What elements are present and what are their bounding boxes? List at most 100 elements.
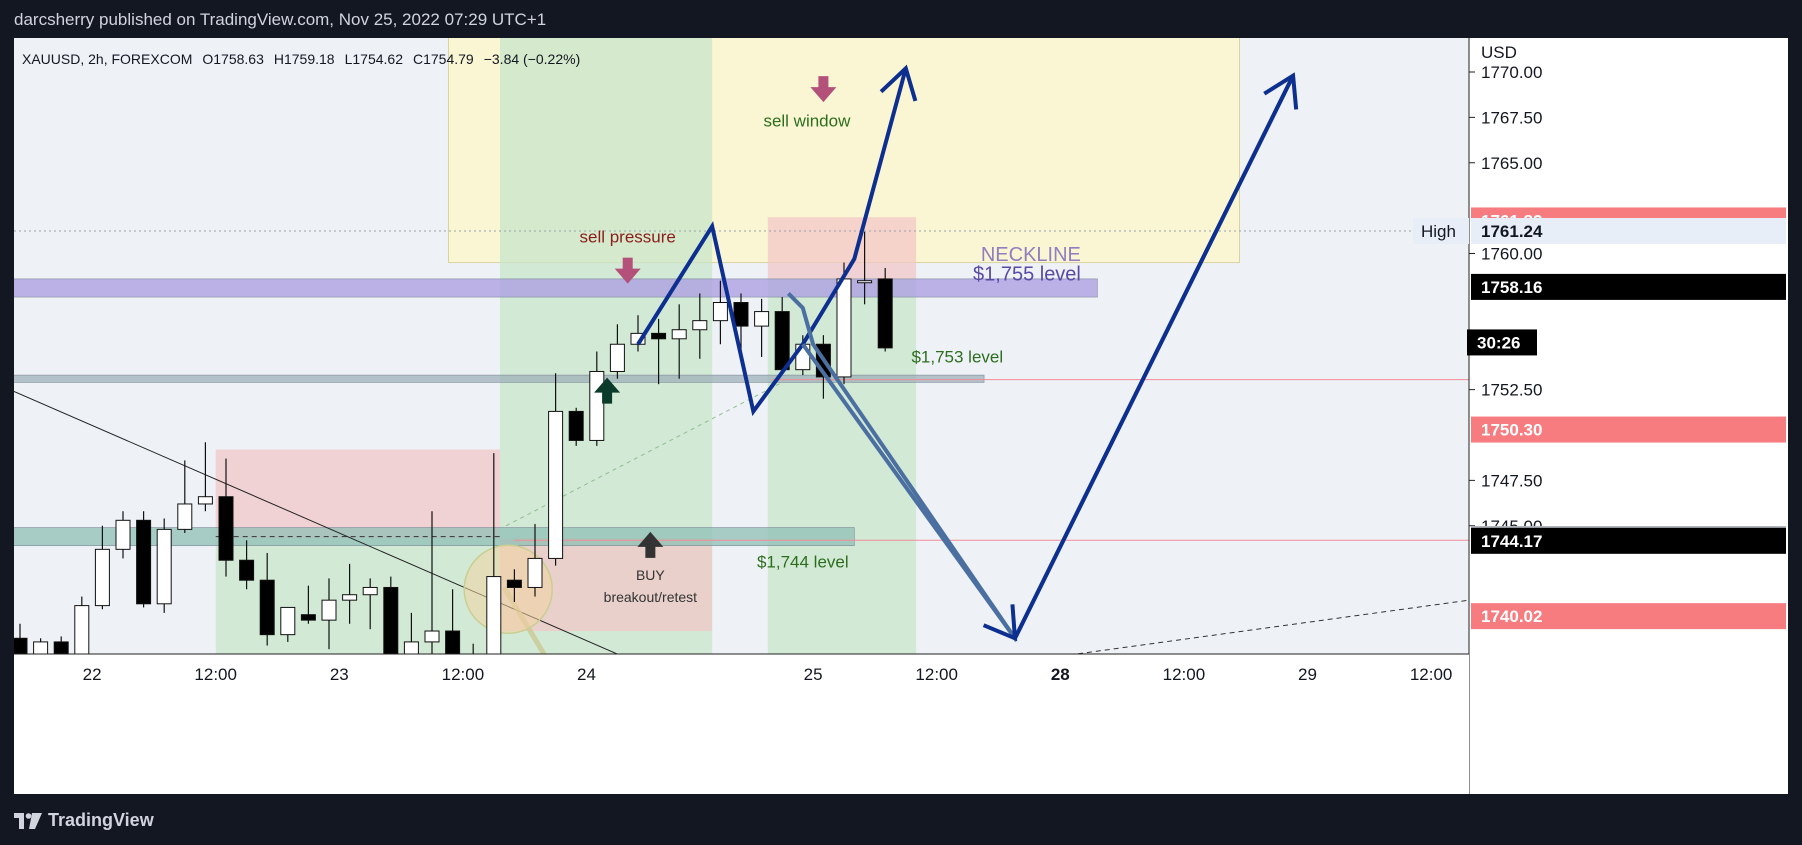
- legend-part: L1754.62: [345, 51, 404, 67]
- candle-body: [218, 496, 234, 561]
- buy-label: BUY: [636, 567, 665, 583]
- arrow-head: [637, 531, 664, 547]
- candle-body: [857, 280, 873, 284]
- candle-body: [342, 594, 358, 601]
- sell-pressure-down-arrow: [614, 257, 641, 284]
- candle-body: [136, 519, 152, 605]
- candle: [877, 268, 893, 352]
- price-label: 1744.17: [1471, 527, 1786, 554]
- price-label-box: [1467, 329, 1537, 356]
- candle-body: [33, 641, 49, 654]
- sell-zone-left: [215, 449, 500, 539]
- publisher-header: darcsherry published on TradingView.com,…: [0, 0, 1802, 38]
- candle: [136, 511, 152, 608]
- price-label-text: 30:26: [1477, 333, 1520, 352]
- candle: [197, 442, 213, 512]
- sell-window-label: sell window: [763, 111, 851, 130]
- x-tick-label: 29: [1298, 665, 1317, 684]
- candle: [651, 318, 667, 385]
- price-label-box: [1471, 416, 1786, 443]
- candle-body: [692, 320, 708, 331]
- price-label-box: [1471, 217, 1786, 244]
- projection-arrowhead-2: [1263, 72, 1299, 110]
- sell-zone-right: [767, 217, 917, 279]
- candle: [506, 569, 522, 602]
- price-label: 1761.24 High: [1413, 217, 1786, 244]
- arrow-head: [810, 87, 837, 103]
- arrow-head: [614, 268, 641, 284]
- dashed-support: [1072, 599, 1469, 654]
- symbol-ohlc-line: XAUUSD, 2h, FOREXCOM O1758.63 H1759.18 L175…: [22, 51, 580, 67]
- legend-part: C1754.79: [413, 51, 474, 67]
- candle-body: [733, 302, 749, 327]
- candle: [403, 612, 419, 654]
- candle-body: [94, 548, 110, 607]
- pullback-up-arrow: [594, 377, 621, 404]
- 1755-level-label: $1,755 level: [973, 264, 1081, 286]
- candle: [259, 552, 275, 646]
- candle: [321, 578, 337, 650]
- price-label-box: [1471, 273, 1786, 300]
- candle-body: [197, 496, 213, 505]
- y-tick-label: 1752.50: [1481, 381, 1542, 400]
- candle-body: [671, 329, 687, 340]
- sell-window-down-arrow: [810, 76, 837, 103]
- x-tick-label: 23: [330, 665, 349, 684]
- candle: [115, 511, 131, 559]
- y-tick-label: 1747.50: [1481, 471, 1542, 490]
- candle-body: [53, 641, 69, 654]
- candle-body: [115, 519, 131, 550]
- candle: [472, 643, 474, 654]
- symbol-legend: XAUUSD, 2h, FOREXCOM O1758.63 H1759.18 L175…: [22, 51, 580, 67]
- candle: [177, 460, 193, 534]
- price-label: 1740.02: [1471, 603, 1786, 630]
- candles-layer: [14, 231, 893, 654]
- zones-layer: [215, 38, 1241, 654]
- price-axis-bg: [1469, 38, 1788, 794]
- x-tick-label: 12:00: [1163, 665, 1206, 684]
- x-tick-label: 12:00: [442, 665, 485, 684]
- projection-layer: [636, 64, 1299, 643]
- projection-segment-up: [1013, 74, 1295, 640]
- candle-body: [445, 630, 461, 654]
- legend-part: XAUUSD, 2h, FOREXCOM: [22, 51, 192, 67]
- arrow-shaft: [645, 545, 656, 558]
- candle: [857, 231, 873, 305]
- candle-body: [712, 302, 728, 322]
- candle: [733, 293, 749, 352]
- arrow-shaft: [818, 76, 829, 89]
- candle: [342, 563, 358, 624]
- price-label: 1758.16: [1471, 273, 1786, 300]
- price-label-text: 1750.30: [1481, 421, 1542, 440]
- price-label-text: 1758.16: [1481, 278, 1542, 297]
- sell-pressure-label: sell pressure: [580, 228, 676, 247]
- candle: [156, 518, 172, 613]
- 1744-level-label: $1,744 level: [757, 552, 849, 571]
- candle: [280, 606, 296, 642]
- currency-label: USD: [1481, 43, 1517, 62]
- candle-body: [280, 606, 296, 636]
- candle-body: [177, 503, 193, 530]
- buy-up-arrow: [637, 531, 664, 558]
- x-tick-label: 12:00: [915, 665, 958, 684]
- chart-frame[interactable]: sell pressure sell window NECKLINE $1,755 l…: [14, 38, 1788, 794]
- y-tick-label: 1760.00: [1481, 245, 1542, 264]
- candlestick-chart[interactable]: sell pressure sell window NECKLINE$1,755 l…: [14, 38, 1788, 794]
- price-label-text: 1761.24: [1481, 222, 1543, 241]
- candle-body: [239, 559, 255, 581]
- candle-body: [362, 586, 378, 596]
- tradingview-logo-icon: [14, 812, 42, 829]
- tradingview-logo[interactable]: TradingView: [14, 810, 154, 831]
- candle-body: [548, 410, 564, 559]
- high-tag-box: [1413, 217, 1469, 244]
- candle: [486, 453, 502, 654]
- x-tick-label: 12:00: [1410, 665, 1453, 684]
- price-label-box: [1471, 603, 1786, 630]
- high-tag: High: [1421, 222, 1456, 241]
- candle-body: [486, 576, 502, 654]
- candle-body: [403, 641, 419, 654]
- candle: [218, 458, 234, 577]
- candle: [33, 638, 49, 654]
- candle: [445, 589, 461, 654]
